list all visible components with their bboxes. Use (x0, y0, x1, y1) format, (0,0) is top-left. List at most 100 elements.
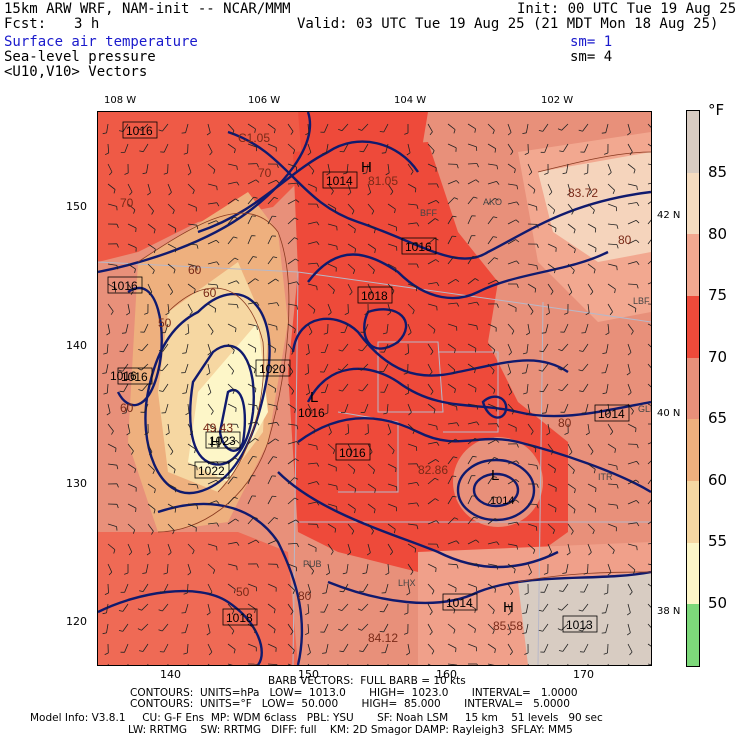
station-label: AKO (483, 197, 502, 207)
model-physics: LW: RRTMG SW: RRTMG DIFF: full KM: 2D Sm… (128, 724, 573, 736)
wind-barb (587, 223, 596, 229)
colorbar-segment (687, 111, 699, 174)
wind-barb-feather (627, 392, 632, 396)
wind-barb (607, 223, 617, 226)
wind-barb-feather (256, 325, 258, 330)
wind-barb (427, 323, 436, 331)
wind-barb (363, 143, 369, 152)
wind-barb (341, 123, 349, 131)
wind-barb (227, 143, 236, 150)
wind-barb (327, 183, 334, 192)
wind-barb (527, 523, 537, 528)
wind-barb (587, 303, 590, 313)
wind-barb-feather (509, 651, 513, 656)
wind-barb-feather (452, 215, 457, 218)
wind-barb-feather (523, 392, 528, 395)
extreme-symbol: H (503, 599, 514, 616)
wind-barb-feather (636, 546, 638, 551)
wind-barb-feather (616, 465, 618, 471)
wind-barb-feather (235, 518, 239, 522)
colorbar-tick: 70 (708, 348, 728, 366)
wind-barb (587, 483, 597, 489)
wind-barb (187, 163, 192, 173)
wind-barb (407, 323, 412, 333)
wind-barb-feather (430, 351, 434, 356)
wind-barb-feather (416, 482, 420, 487)
wind-barb (585, 403, 589, 413)
wind-barb-feather (359, 650, 364, 652)
wind-barb (227, 163, 237, 167)
wind-barb-feather (391, 290, 395, 295)
wind-barb-feather (454, 388, 456, 393)
wind-barb (307, 123, 310, 134)
wind-barb-feather (236, 280, 240, 284)
wind-barb (167, 263, 176, 270)
wind-barb (247, 235, 252, 245)
wind-barb-feather (545, 312, 550, 316)
wind-barb-feather (152, 270, 155, 275)
wind-barb (207, 583, 213, 593)
wind-barb (361, 383, 369, 392)
wind-barb (507, 499, 517, 505)
wind-barb (467, 163, 478, 165)
wind-barb (407, 163, 414, 172)
wind-barb (607, 303, 613, 312)
wind-barb-feather (492, 610, 495, 615)
pressure-label: 1014 (446, 596, 473, 610)
wind-barb-feather (612, 550, 615, 555)
wind-barb-feather (593, 469, 596, 474)
wind-barb (647, 521, 651, 525)
wind-barb (647, 123, 651, 128)
colorbar-segment (687, 296, 699, 359)
wind-barb (227, 403, 237, 409)
wind-barb (207, 202, 217, 205)
wind-barb (606, 383, 609, 393)
weather-map: 1016 1016 1014 1016 1018 1016 1020 1016 … (97, 111, 652, 666)
wind-barb (542, 123, 549, 132)
wind-barb-feather (546, 432, 551, 436)
wind-barb-feather (339, 650, 344, 653)
wind-barb-feather (102, 372, 107, 374)
wind-barb-feather (209, 151, 213, 156)
wind-barb-feather (338, 128, 343, 132)
wind-barb (567, 203, 574, 212)
wind-barb-feather (433, 409, 436, 414)
wind-barb-feather (119, 390, 124, 393)
wind-barb (526, 343, 529, 353)
wind-barb (427, 643, 435, 652)
wind-barb-feather (371, 210, 375, 215)
wind-barb (607, 563, 612, 573)
wind-barb-feather (290, 131, 294, 135)
wind-barb (467, 179, 477, 185)
wind-barb (324, 123, 329, 133)
wind-barb (247, 196, 255, 205)
wind-barb-feather (474, 628, 476, 633)
wind-barb (587, 523, 595, 531)
wind-barb-feather (453, 456, 458, 459)
wind-barb (361, 363, 369, 371)
wind-barb-feather (104, 152, 109, 156)
wind-barb-feather (274, 517, 279, 520)
wind-barb-feather (616, 266, 618, 271)
wind-barb (527, 163, 533, 173)
extreme-symbol: H (210, 434, 221, 451)
wind-barb (507, 323, 515, 332)
wind-barb (467, 323, 477, 327)
wind-barb-feather (403, 372, 408, 375)
wind-barb (142, 143, 149, 152)
wind-barb-feather (309, 331, 313, 336)
wind-barb (627, 363, 631, 373)
colorbar-segment (687, 481, 699, 544)
wind-barb-feather (522, 352, 527, 355)
wind-barb-feather (173, 269, 176, 274)
wind-barb (447, 278, 456, 285)
wind-barb-feather (366, 552, 371, 556)
wind-barb (387, 303, 391, 313)
wind-barb-feather (111, 430, 114, 435)
wind-barb-feather (154, 489, 156, 494)
colorbar-segment (687, 357, 699, 420)
wind-barb (165, 403, 169, 413)
wind-barb-feather (525, 332, 530, 336)
wind-barb-feather (358, 389, 363, 392)
wind-barb (167, 463, 176, 470)
